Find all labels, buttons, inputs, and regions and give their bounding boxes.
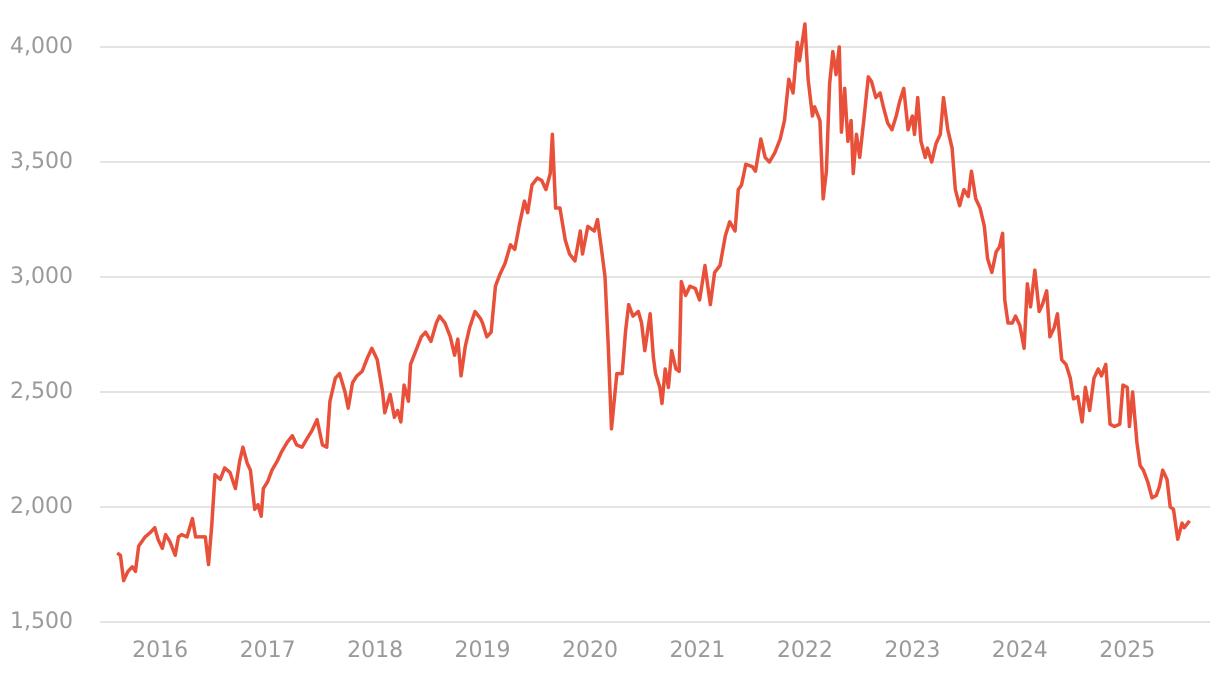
y-tick-label: 2,500 [10,379,73,404]
y-tick-label: 1,500 [10,609,73,634]
y-tick-label: 3,500 [10,149,73,174]
data-line [116,22,1191,583]
x-tick-label: 2023 [884,638,940,663]
x-tick-label: 2019 [455,638,511,663]
y-tick-label: 4,000 [10,34,73,59]
x-tick-label: 2016 [132,638,188,663]
y-tick-label: 2,000 [10,494,73,519]
x-tick-label: 2022 [777,638,833,663]
x-tick-label: 2018 [347,638,403,663]
x-tick-label: 2017 [240,638,296,663]
x-tick-label: 2025 [1099,638,1155,663]
x-tick-label: 2021 [669,638,725,663]
x-tick-label: 2020 [562,638,618,663]
x-tick-label: 2024 [992,638,1048,663]
y-tick-label: 3,000 [10,264,73,289]
